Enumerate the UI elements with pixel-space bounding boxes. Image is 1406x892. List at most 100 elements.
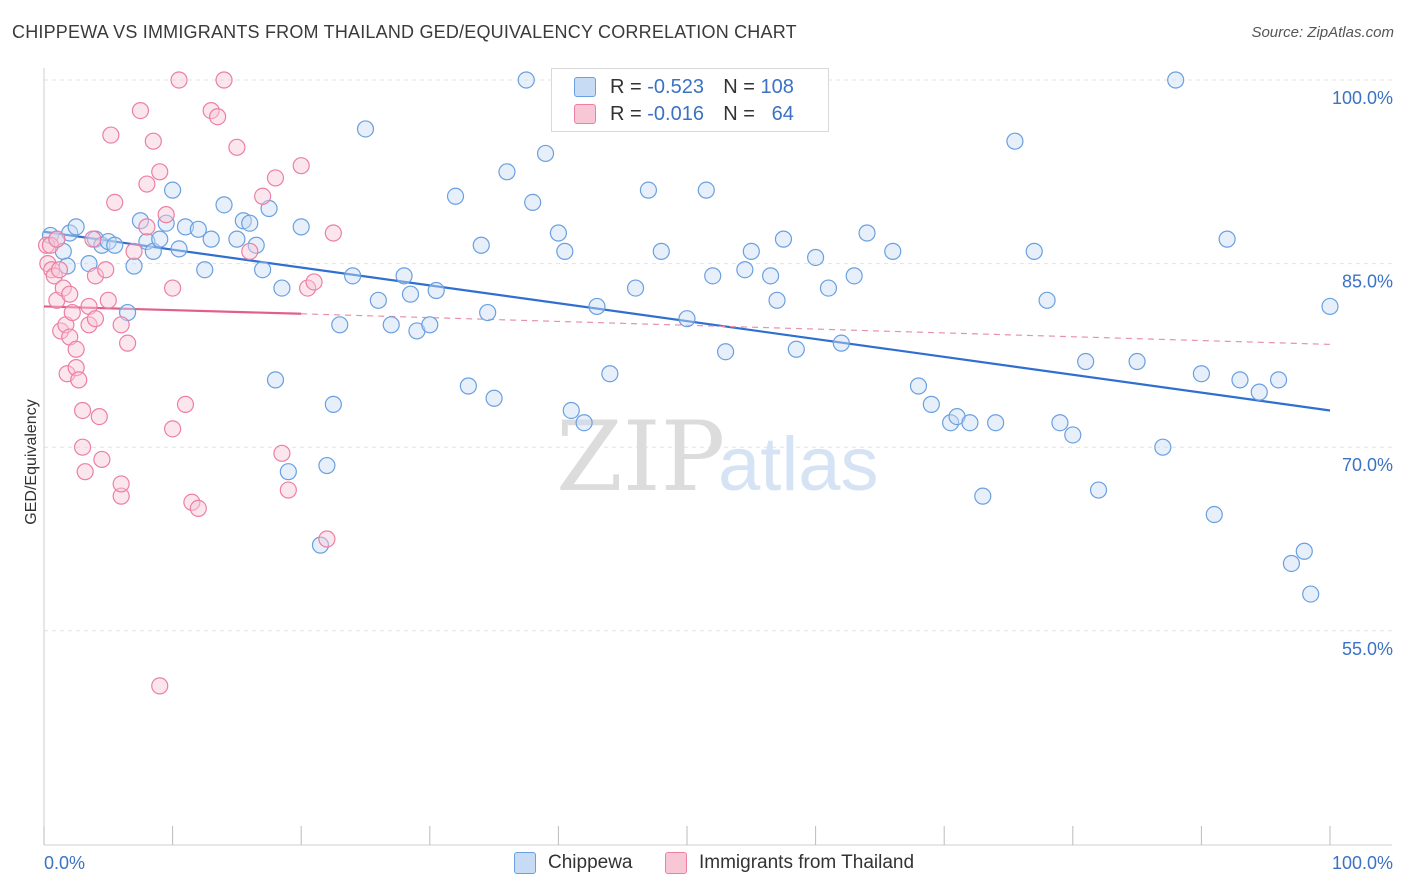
thailand-point: [54, 279, 72, 297]
thailand-point: [106, 193, 124, 211]
chippewa-point: [536, 144, 555, 163]
thailand-trend-line: [43, 305, 302, 315]
chippewa-point: [517, 71, 535, 89]
chippewa-point: [761, 267, 780, 285]
chippewa-point: [138, 232, 156, 251]
thailand-point: [41, 236, 60, 254]
thailand-point: [86, 267, 105, 285]
chippewa-point: [884, 242, 902, 260]
chippewa-point: [485, 389, 503, 407]
thailand-point: [93, 450, 111, 469]
chippewa-point: [1025, 242, 1043, 260]
thailand-point: [228, 138, 246, 156]
chippewa-point: [787, 340, 805, 358]
chippewa-point: [1038, 291, 1056, 309]
thailand-point: [164, 279, 182, 297]
chippewa-point: [588, 297, 606, 316]
chippewa-point: [845, 267, 863, 285]
chippewa-point: [344, 267, 362, 285]
chippewa-point: [131, 212, 150, 230]
thailand-point: [118, 334, 137, 352]
chippewa-point: [704, 267, 722, 285]
chippewa-point: [1089, 481, 1108, 499]
thailand-point: [279, 481, 297, 499]
trend-lines: [43, 230, 1331, 412]
chippewa-point: [1295, 542, 1313, 560]
thailand-point: [37, 236, 56, 254]
chippewa-point: [292, 218, 310, 236]
chippewa-point: [369, 291, 387, 309]
chippewa-point: [279, 463, 297, 481]
chippewa-point: [318, 456, 336, 475]
y-tick-label: 100.0%: [1332, 88, 1393, 108]
thailand-point: [209, 108, 227, 126]
thailand-point: [86, 310, 105, 328]
thailand-point: [305, 273, 323, 291]
thailand-point: [170, 71, 188, 89]
thailand-point: [266, 169, 285, 187]
chippewa-trend-line: [43, 230, 1331, 412]
chippewa-point: [562, 401, 580, 420]
bottom-legend-chippewa: Chippewa: [514, 852, 633, 874]
thailand-point: [164, 420, 182, 438]
thailand-point: [151, 677, 169, 695]
legend-row-thailand: R = -0.016 N = 64: [574, 102, 794, 126]
chippewa-point: [382, 316, 400, 334]
chippewa-point: [1167, 71, 1185, 89]
r-value-chippewa: -0.523: [647, 75, 704, 98]
chippewa-point: [106, 236, 124, 254]
thailand-point: [254, 187, 272, 205]
thailand-point: [97, 261, 115, 279]
chippewa-point: [768, 291, 786, 309]
chippewa-point: [697, 181, 715, 199]
thailand-point: [73, 438, 92, 456]
chippewa-point: [858, 224, 876, 242]
chippewa-point: [498, 163, 516, 181]
thailand-swatch-icon: [574, 104, 596, 124]
thailand-legend-label: Immigrants from Thailand: [699, 852, 915, 873]
chippewa-point: [1205, 505, 1223, 524]
axis-labels: 100.0% 85.0% 70.0% 55.0% 0.0% 100.0% GED/Equiv…: [23, 88, 1393, 873]
chippewa-point: [832, 334, 850, 352]
chippewa-point: [421, 316, 439, 334]
chippewa-point: [164, 181, 182, 199]
chippewa-point: [273, 279, 291, 297]
chippewa-point: [1282, 554, 1301, 573]
chippewa-point: [170, 240, 188, 258]
r-value-thailand: -0.016: [647, 102, 704, 125]
chippewa-point: [331, 316, 349, 334]
thailand-point: [318, 530, 336, 548]
chippewa-point: [202, 230, 220, 248]
chippewa-point: [125, 257, 143, 275]
chippewa-point: [1302, 585, 1320, 603]
chippewa-point: [228, 230, 246, 248]
chippewa-point: [1250, 383, 1268, 401]
thailand-point: [273, 444, 291, 462]
r-label: R =: [610, 102, 642, 125]
chippewa-point: [575, 414, 593, 432]
chippewa-point: [254, 261, 272, 279]
watermark-zip: ZIP: [556, 401, 725, 513]
n-label: N =: [723, 102, 755, 125]
thailand-point: [112, 316, 130, 334]
chippewa-legend-icon: [514, 852, 536, 874]
r-label: R =: [610, 75, 642, 98]
chippewa-point: [446, 187, 465, 205]
thailand-point: [189, 499, 207, 517]
thailand-point: [324, 224, 342, 242]
thailand-point: [90, 408, 108, 426]
thailand-point: [80, 316, 98, 334]
thailand-point: [48, 230, 66, 248]
chippewa-point: [1077, 352, 1095, 371]
chippewa-point: [1064, 426, 1082, 444]
y-axis-label: GED/Equivalency: [23, 399, 40, 524]
axes: [43, 68, 1392, 846]
chippewa-point: [176, 218, 195, 236]
chippewa-point: [324, 395, 342, 413]
thailand-legend-icon: [665, 852, 687, 874]
y-tick-label: 70.0%: [1342, 455, 1393, 475]
chippewa-point: [524, 193, 542, 211]
thailand-point: [84, 230, 102, 248]
